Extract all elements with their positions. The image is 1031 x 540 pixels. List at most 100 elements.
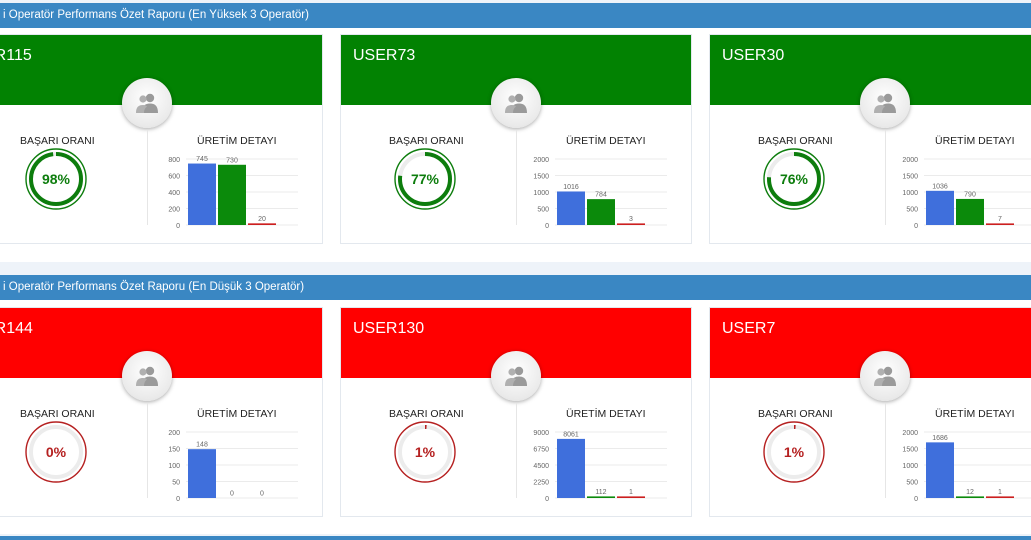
chart-data-label: 148 (196, 442, 208, 449)
chart-bar (617, 496, 645, 498)
chart-y-tick: 1000 (533, 190, 549, 197)
chart-data-label: 7 (998, 216, 1002, 223)
success-rate-value: 0% (45, 444, 67, 460)
chart-y-tick: 1500 (902, 174, 918, 181)
production-bar-chart: 200 150 100 50 0 148 0 0 (168, 430, 298, 503)
chart-bar (587, 496, 615, 498)
operator-card-top-1: ER115 BAŞARI ORANI ÜRETİM DETAYI 98% 800… (0, 34, 323, 244)
operator-name: USER130 (353, 320, 425, 337)
success-rate-donut (394, 421, 456, 483)
chart-y-tick: 0 (545, 496, 549, 503)
divider (516, 403, 517, 498)
chart-y-tick: 0 (914, 223, 918, 230)
chart-y-tick: 1500 (902, 447, 918, 454)
chart-bar (617, 223, 645, 225)
chart-data-label: 3 (629, 216, 633, 223)
operator-card-top-2: USER73 BAŞARI ORANI ÜRETİM DETAYI 77% 20… (340, 34, 692, 244)
chart-bar (248, 223, 276, 225)
chart-data-label: 730 (226, 157, 238, 164)
chart-y-tick: 150 (168, 447, 180, 454)
operator-name: USER7 (722, 320, 776, 337)
success-rate-donut (763, 421, 825, 483)
success-rate-value: 1% (783, 444, 805, 460)
production-detail-label: ÜRETİM DETAYI (935, 135, 1015, 147)
chart-data-label: 1016 (563, 184, 579, 191)
production-detail-label: ÜRETİM DETAYI (197, 135, 277, 147)
success-rate-value: 76% (779, 171, 809, 187)
users-icon (860, 78, 910, 128)
chart-y-tick: 400 (168, 190, 180, 197)
users-icon (860, 351, 910, 401)
chart-data-label: 1036 (932, 183, 948, 190)
users-icon (122, 351, 172, 401)
chart-y-tick: 2250 (533, 480, 549, 487)
chart-bar (956, 496, 984, 498)
divider (147, 403, 148, 498)
production-detail-label: ÜRETİM DETAYI (197, 408, 277, 420)
operator-card-bottom-2: USER130 BAŞARI ORANI ÜRETİM DETAYI 1% 90… (340, 307, 692, 517)
chart-bar (956, 198, 984, 225)
production-bar-chart: 9000 6750 4500 2250 0 8061 112 1 (533, 430, 667, 503)
chart-data-label: 20 (258, 216, 266, 223)
donut-progress-arc (767, 425, 821, 479)
success-rate-donut (763, 148, 825, 210)
divider (147, 130, 148, 225)
donut-progress-arc (398, 152, 452, 206)
users-icon (491, 78, 541, 128)
chart-y-tick: 500 (906, 480, 918, 487)
section-header-bottom: i Operatör Performans Özet Raporu (En Dü… (0, 275, 1031, 300)
section-title-top: i Operatör Performans Özet Raporu (En Yü… (3, 9, 309, 21)
chart-data-label: 8061 (563, 431, 579, 438)
section-header-top: i Operatör Performans Özet Raporu (En Yü… (0, 3, 1031, 28)
donut-outer-ring (25, 421, 87, 483)
chart-y-tick: 1500 (533, 174, 549, 181)
operator-name: USER30 (722, 47, 785, 64)
success-rate-donut (394, 148, 456, 210)
operator-name: ER115 (0, 47, 32, 64)
chart-data-label: 1 (629, 489, 633, 496)
operator-name: USER73 (353, 47, 416, 64)
chart-data-label: 112 (595, 489, 606, 496)
users-icon (122, 78, 172, 128)
chart-data-label: 745 (196, 156, 208, 163)
chart-bar (926, 190, 954, 225)
donut-progress-arc (398, 425, 452, 479)
divider (885, 130, 886, 225)
chart-data-label: 1686 (932, 435, 948, 442)
chart-data-label: 784 (595, 192, 607, 199)
operator-card-bottom-3: USER7 BAŞARI ORANI ÜRETİM DETAYI 1% 2000… (709, 307, 1031, 517)
production-bar-chart: 2000 1500 1000 500 0 1686 12 1 (902, 430, 1031, 503)
donut-track (29, 425, 83, 479)
chart-y-tick: 1000 (902, 190, 918, 197)
donut-outer-ring (25, 148, 87, 210)
chart-y-tick: 800 (168, 157, 180, 164)
production-bar-chart: 800 600 400 200 0 745 730 20 (168, 156, 298, 230)
chart-bar (557, 191, 585, 225)
chart-bar (188, 163, 216, 225)
chart-y-tick: 50 (172, 480, 180, 487)
chart-y-tick: 0 (545, 223, 549, 230)
chart-data-label: 790 (964, 191, 976, 198)
chart-bar (986, 496, 1014, 498)
operator-card-bottom-1: ER144 BAŞARI ORANI ÜRETİM DETAYI 0% 200 1… (0, 307, 323, 517)
chart-y-tick: 2000 (902, 157, 918, 164)
chart-y-tick: 2000 (902, 430, 918, 437)
success-rate-label: BAŞARI ORANI (758, 135, 833, 147)
donut-outer-ring (394, 148, 456, 210)
divider (516, 130, 517, 225)
chart-data-label: 0 (230, 491, 234, 498)
production-detail-label: ÜRETİM DETAYI (566, 135, 646, 147)
chart-bar (218, 164, 246, 225)
chart-bar (557, 438, 585, 498)
success-rate-label: BAŞARI ORANI (389, 135, 464, 147)
operator-card-top-3: USER30 BAŞARI ORANI ÜRETİM DETAYI 76% 20… (709, 34, 1031, 244)
chart-bar (188, 449, 216, 498)
chart-y-tick: 500 (537, 207, 549, 214)
chart-y-tick: 2000 (533, 157, 549, 164)
user-banner: ER144 (0, 308, 322, 378)
success-rate-donut (25, 421, 87, 483)
chart-data-label: 12 (966, 489, 974, 496)
divider (885, 403, 886, 498)
chart-y-tick: 100 (168, 463, 180, 470)
success-rate-label: BAŞARI ORANI (758, 408, 833, 420)
